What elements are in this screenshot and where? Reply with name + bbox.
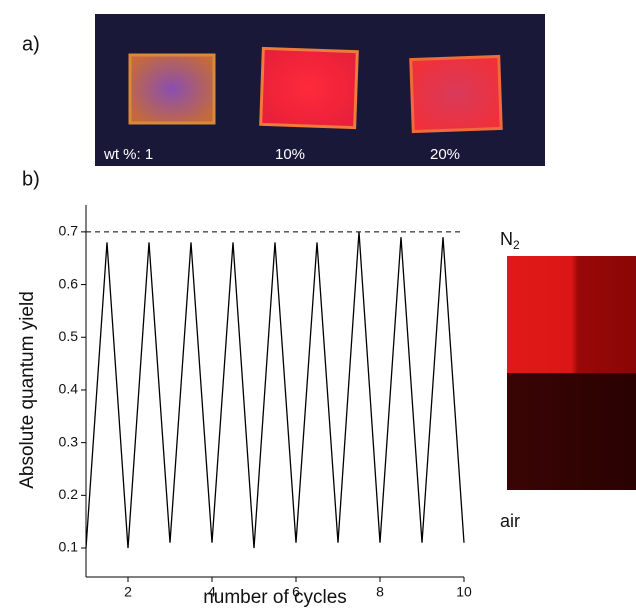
x-tick-label: 2	[124, 584, 132, 600]
gas-label: N2	[500, 229, 520, 252]
sample-label: 10%	[275, 146, 305, 163]
sample-label: 20%	[430, 146, 460, 163]
y-tick-label: 0.4	[59, 381, 79, 397]
y-tick-label: 0.7	[59, 223, 79, 239]
y-tick-label: 0.5	[59, 328, 79, 344]
panel-label: b)	[22, 168, 40, 190]
y-tick-label: 0.3	[59, 433, 79, 449]
sample-label: wt %: 1	[103, 146, 153, 163]
sample	[409, 54, 503, 134]
x-tick-label: 8	[376, 584, 384, 600]
y-tick-label: 0.1	[59, 539, 79, 555]
y-tick-label: 0.6	[59, 275, 79, 291]
x-tick-label: 10	[456, 584, 472, 600]
photo-air	[507, 373, 636, 490]
sample	[259, 46, 359, 130]
gas-label: air	[500, 511, 520, 531]
y-axis-title: Absolute quantum yield	[17, 291, 38, 489]
gas-subscript: 2	[513, 238, 520, 252]
x-axis-title: number of cycles	[203, 587, 347, 608]
panel-label: a)	[22, 33, 40, 55]
x-tick-label: 6	[292, 584, 300, 600]
sample	[128, 53, 216, 125]
gas-label: N	[500, 229, 513, 249]
data-line	[85, 231, 465, 549]
x-tick-label: 4	[208, 584, 216, 600]
y-tick-label: 0.2	[59, 486, 79, 502]
photo-n2	[507, 256, 636, 373]
